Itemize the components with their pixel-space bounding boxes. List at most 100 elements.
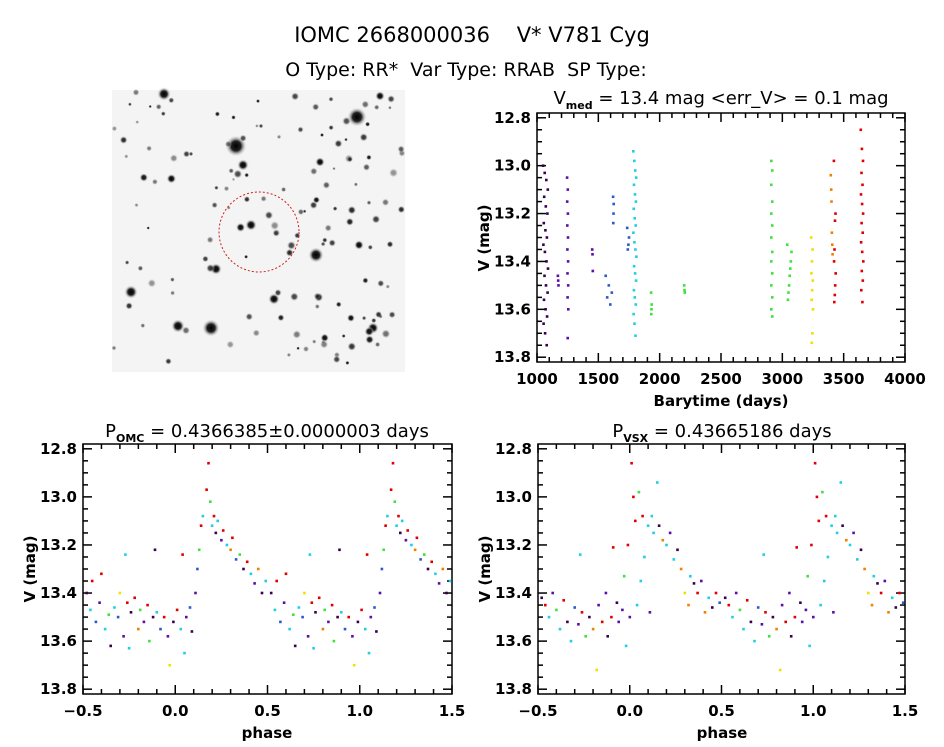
data-point <box>351 635 354 638</box>
data-point <box>860 221 863 225</box>
data-point <box>566 336 569 340</box>
data-point <box>810 272 813 275</box>
data-point <box>542 243 545 246</box>
data-point <box>634 279 638 282</box>
y-tick-label: 12.8 <box>495 440 532 458</box>
data-point <box>731 615 734 619</box>
data-point <box>194 591 197 595</box>
data-point <box>540 596 543 600</box>
star <box>387 105 392 110</box>
header-types: O Type: RR* Var Type: RRAB SP Type: <box>285 59 647 81</box>
data-point <box>393 500 397 503</box>
data-point <box>419 558 422 561</box>
data-point <box>142 620 146 624</box>
data-point <box>834 212 837 215</box>
data-point <box>288 627 291 631</box>
data-point <box>126 601 129 604</box>
star <box>346 313 356 323</box>
data-point <box>742 627 745 631</box>
data-point <box>811 248 814 251</box>
data-point <box>245 560 249 564</box>
data-point <box>591 269 595 273</box>
data-point <box>264 579 267 583</box>
data-point <box>652 531 655 535</box>
data-point <box>793 615 797 619</box>
data-point <box>859 193 863 196</box>
data-point <box>118 591 122 595</box>
data-point <box>833 293 837 297</box>
data-point <box>369 615 373 619</box>
star <box>381 328 391 339</box>
star <box>324 224 333 232</box>
lightcurve-ylabel: V (mag) <box>475 204 493 271</box>
y-tick-label: 13.2 <box>494 205 531 223</box>
star <box>370 317 377 324</box>
data-point <box>543 250 547 254</box>
star <box>171 319 185 333</box>
data-point <box>634 224 637 227</box>
data-point <box>542 221 546 225</box>
data-point <box>155 611 159 614</box>
star <box>237 159 249 171</box>
star <box>182 150 191 158</box>
data-point <box>829 173 833 177</box>
data-point <box>297 606 301 609</box>
data-point <box>714 591 718 595</box>
data-point <box>890 596 894 600</box>
data-point <box>845 538 848 542</box>
data-point <box>633 217 636 220</box>
data-point <box>314 611 317 614</box>
data-point <box>831 243 834 246</box>
data-point <box>332 639 336 643</box>
data-point <box>360 608 363 612</box>
data-point <box>810 288 814 292</box>
data-point <box>789 635 793 638</box>
data-point <box>138 608 142 612</box>
data-point <box>626 248 630 251</box>
star <box>397 205 406 214</box>
data-point <box>168 663 171 667</box>
data-point <box>833 248 836 251</box>
data-point <box>129 611 133 614</box>
data-point <box>292 613 295 616</box>
data-point <box>734 591 738 595</box>
y-tick-label: 13.0 <box>494 157 531 175</box>
star <box>223 185 230 192</box>
data-point <box>275 579 278 583</box>
data-point <box>634 200 638 203</box>
data-point <box>639 579 643 583</box>
data-point <box>175 608 179 612</box>
vsx-phase-xlabel: phase <box>697 724 748 742</box>
star <box>293 232 301 239</box>
star <box>332 206 338 212</box>
data-point <box>375 630 378 633</box>
y-tick-label: 13.4 <box>494 252 531 270</box>
data-point <box>679 567 683 571</box>
data-point <box>672 558 676 561</box>
star <box>386 94 396 104</box>
star <box>164 357 172 365</box>
data-point <box>703 611 707 614</box>
star <box>341 116 352 126</box>
data-point <box>633 272 637 275</box>
x-tick-label: 3000 <box>761 370 803 388</box>
data-point <box>201 514 205 518</box>
data-point <box>771 315 774 318</box>
x-tick-label: 2000 <box>639 370 681 388</box>
star <box>280 186 287 193</box>
data-point <box>546 212 549 215</box>
data-point <box>413 548 417 552</box>
data-point <box>788 274 791 278</box>
y-tick-label: 13.8 <box>40 680 77 698</box>
data-point <box>397 514 400 518</box>
data-point <box>770 308 773 311</box>
star <box>214 185 219 191</box>
data-point <box>543 274 546 278</box>
star <box>362 277 369 284</box>
data-point <box>860 250 864 254</box>
star <box>252 329 261 337</box>
finder-background <box>112 90 405 372</box>
data-point <box>633 322 636 325</box>
data-point <box>901 601 905 604</box>
data-point <box>545 178 548 182</box>
